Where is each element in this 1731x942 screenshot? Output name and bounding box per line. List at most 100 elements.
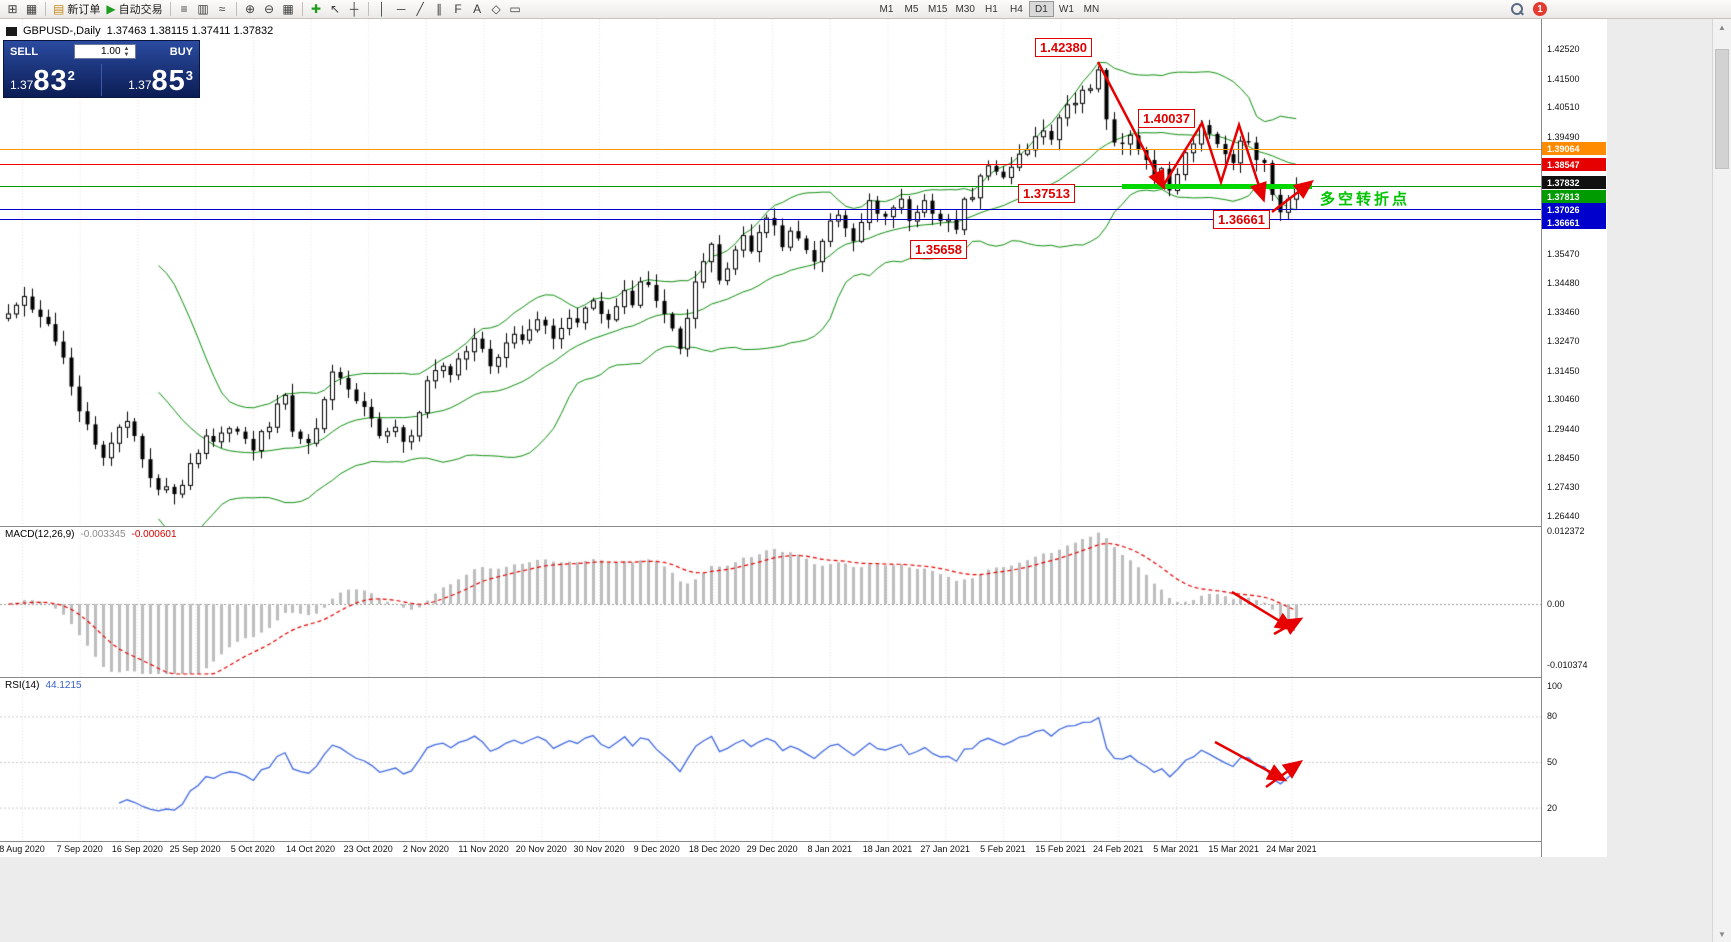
volume-control: ▲▼ bbox=[50, 44, 153, 59]
price-axis-label: 1.28450 bbox=[1547, 452, 1580, 463]
macd-panel-canvas[interactable] bbox=[0, 526, 1541, 677]
timeframe-h4[interactable]: H4 bbox=[1010, 3, 1023, 15]
price-flag: 1.39064 bbox=[1542, 142, 1606, 155]
fibonacci-icon[interactable]: F bbox=[449, 1, 468, 18]
timeframe-h1[interactable]: H1 bbox=[985, 3, 998, 15]
channel-icon[interactable]: ∥ bbox=[430, 1, 449, 18]
buy-button[interactable]: 1.37 85 3 bbox=[128, 65, 193, 97]
trendline-icon[interactable]: ╱ bbox=[411, 1, 430, 18]
channel-icon: ∥ bbox=[436, 2, 443, 16]
scroll-down-icon[interactable]: ▼ bbox=[1718, 929, 1726, 939]
tile-windows-icon: ▦ bbox=[282, 2, 294, 16]
timeframe-m1[interactable]: M1 bbox=[879, 3, 894, 15]
timeframe-m30[interactable]: M30 bbox=[955, 3, 975, 15]
arrows-tool-icon[interactable]: ◇ bbox=[487, 1, 506, 18]
date-tick: 24 Feb 2021 bbox=[1093, 844, 1144, 854]
notification-badge[interactable]: 1 bbox=[1533, 2, 1547, 16]
scrollbar-thumb[interactable] bbox=[1715, 49, 1729, 169]
timeframe-d1[interactable]: D1 bbox=[1028, 1, 1054, 17]
text-icon[interactable]: A bbox=[468, 1, 487, 18]
price-axis-label: 1.39490 bbox=[1547, 132, 1580, 143]
chart-type-icon bbox=[6, 26, 17, 36]
horizontal-level-line bbox=[0, 149, 1541, 150]
timeframe-w1[interactable]: W1 bbox=[1058, 3, 1074, 15]
date-axis[interactable]: 8 Aug 2020 7 Sep 2020 16 Sep 2020 25 Sep 20… bbox=[0, 842, 1541, 857]
timeframe-m15[interactable]: M15 bbox=[928, 3, 948, 15]
macd-panel-divider[interactable] bbox=[0, 526, 1541, 527]
horizontal-level-line bbox=[0, 164, 1541, 165]
date-tick: 18 Jan 2021 bbox=[862, 844, 913, 854]
sell-button[interactable]: 1.37 83 2 bbox=[10, 65, 75, 97]
cursor-icon[interactable]: ↖ bbox=[326, 1, 345, 18]
price-axis[interactable]: 1.42520 1.41500 1.40510 1.39490 1.35470 1.344… bbox=[1541, 19, 1607, 857]
date-tick: 30 Nov 2020 bbox=[573, 844, 625, 854]
tag-lower-high: 1.40037 bbox=[1138, 109, 1195, 128]
spin-down-icon[interactable]: ▼ bbox=[123, 51, 130, 58]
date-tick: 15 Feb 2021 bbox=[1035, 844, 1086, 854]
pivot-label: 多空转折点 bbox=[1320, 191, 1411, 208]
zoom-out-icon[interactable]: ⊖ bbox=[260, 1, 279, 18]
new-order-button[interactable]: ▤ 新订单 bbox=[50, 1, 103, 18]
main-chart-canvas[interactable] bbox=[0, 19, 1541, 526]
horizontal-level-line bbox=[0, 209, 1541, 210]
volume-spinner[interactable]: ▲ ▼ bbox=[124, 46, 130, 58]
date-tick: 24 Mar 2021 bbox=[1266, 844, 1317, 854]
zoom-in-icon[interactable]: ⊕ bbox=[241, 1, 260, 18]
new-chart-icon[interactable]: ⊞ bbox=[3, 1, 22, 18]
crosshair-icon[interactable]: ┼ bbox=[345, 1, 364, 18]
horizontal-line-icon[interactable]: ─ bbox=[392, 1, 411, 18]
indicators-icon[interactable]: ✚ bbox=[307, 1, 326, 18]
price-axis-label: 1.41500 bbox=[1547, 73, 1580, 84]
horizontal-line-icon: ─ bbox=[396, 2, 406, 16]
horizontal-level-line bbox=[0, 186, 1541, 187]
scroll-up-icon[interactable]: ▲ bbox=[1718, 22, 1726, 32]
price-flag: 1.38547 bbox=[1542, 158, 1606, 171]
search-icon[interactable] bbox=[1510, 2, 1524, 16]
chart-profiles-icon[interactable]: ▦ bbox=[22, 1, 41, 18]
date-tick: 14 Oct 2020 bbox=[285, 844, 336, 854]
timeframe-m5[interactable]: M5 bbox=[904, 3, 919, 15]
chart-profiles-icon: ▦ bbox=[25, 2, 38, 16]
price-axis-label: 1.33460 bbox=[1547, 307, 1580, 318]
rsi-panel-divider[interactable] bbox=[0, 677, 1541, 678]
spin-up-icon[interactable]: ▲ bbox=[123, 45, 130, 52]
date-tick: 5 Oct 2020 bbox=[230, 844, 275, 854]
candlestick-chart-icon: ▥ bbox=[197, 2, 209, 16]
date-tick: 5 Mar 2021 bbox=[1153, 844, 1199, 854]
rsi-panel-canvas[interactable] bbox=[0, 677, 1541, 841]
date-tick: 15 Mar 2021 bbox=[1208, 844, 1259, 854]
date-tick: 23 Oct 2020 bbox=[343, 844, 393, 854]
candlestick-chart-icon[interactable]: ▥ bbox=[194, 1, 213, 18]
date-tick: 9 Dec 2020 bbox=[633, 844, 680, 854]
vertical-scrollbar[interactable]: ▲ ▼ bbox=[1712, 19, 1731, 942]
date-tick: 25 Sep 2020 bbox=[169, 844, 221, 854]
rsi-label: RSI(14) 44.1215 bbox=[5, 680, 82, 691]
bar-chart-icon[interactable]: ≡ bbox=[175, 1, 194, 18]
date-tick: 2 Nov 2020 bbox=[402, 844, 449, 854]
vertical-line-icon[interactable]: │ bbox=[373, 1, 392, 18]
new-order-button-label: 新订单 bbox=[67, 4, 101, 16]
rsi-axis-label: 50 bbox=[1547, 757, 1558, 767]
price-axis-label: 1.31450 bbox=[1547, 365, 1580, 376]
trendline-icon: ╱ bbox=[416, 2, 424, 16]
tile-windows-icon[interactable]: ▦ bbox=[279, 1, 298, 18]
volume-input[interactable] bbox=[73, 44, 136, 59]
price-axis-label: 1.40510 bbox=[1547, 102, 1580, 113]
tag-high: 1.42380 bbox=[1035, 38, 1092, 57]
bottom-background bbox=[0, 857, 1607, 942]
toolbar-separator bbox=[235, 2, 237, 16]
autotrading-button[interactable]: ▶ 自动交易 bbox=[103, 1, 165, 18]
autotrading-button-label: 自动交易 bbox=[118, 4, 163, 16]
price-flag: 1.37832 bbox=[1542, 176, 1606, 189]
pivot-support-line bbox=[1122, 184, 1312, 189]
zoom-in-icon: ⊕ bbox=[245, 2, 256, 16]
macd-axis-label: 0.012372 bbox=[1547, 526, 1585, 536]
vertical-line-icon: │ bbox=[378, 2, 386, 16]
timeframe-mn[interactable]: MN bbox=[1083, 3, 1100, 15]
shapes-icon[interactable]: ▭ bbox=[506, 1, 525, 18]
price-axis-label: 1.42520 bbox=[1547, 44, 1580, 55]
toolbar-separator bbox=[301, 2, 303, 16]
date-axis-divider bbox=[0, 841, 1541, 842]
line-chart-icon[interactable]: ≈ bbox=[213, 1, 232, 18]
